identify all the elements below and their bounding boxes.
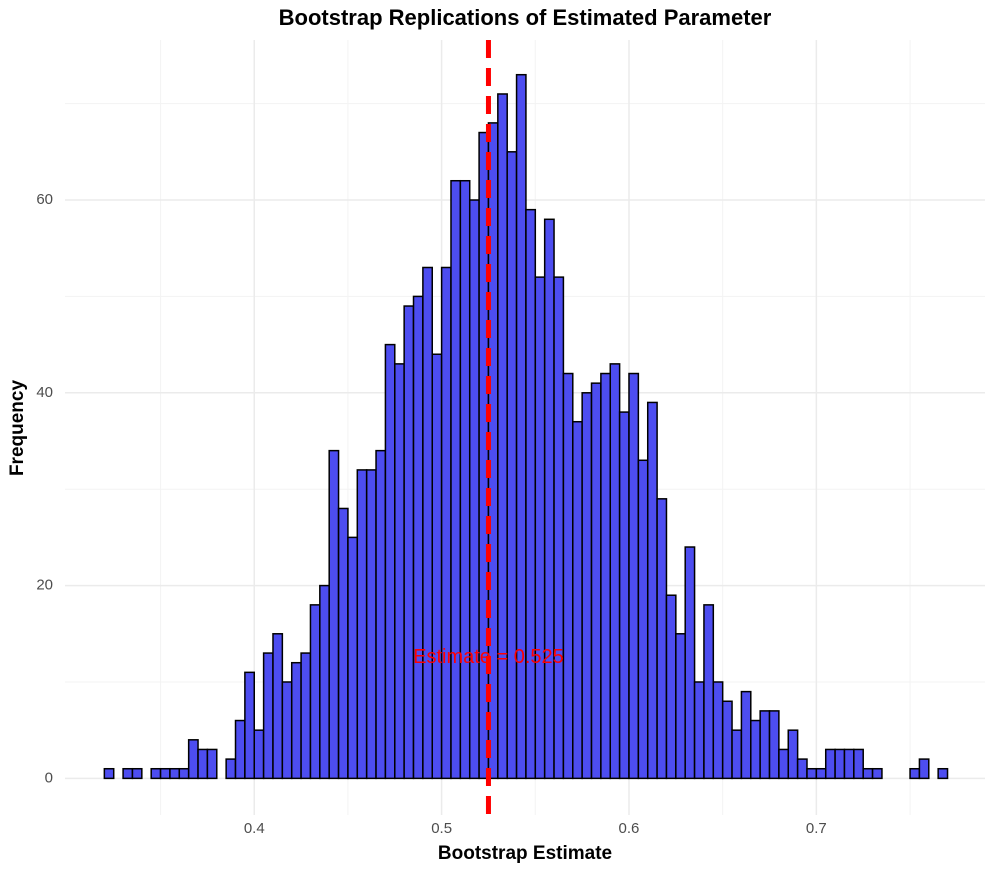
- bar: [178, 767, 190, 780]
- bar: [609, 363, 621, 780]
- bar: [721, 700, 733, 780]
- bar: [796, 758, 808, 780]
- bar: [787, 729, 799, 780]
- bar: [375, 449, 387, 780]
- bar: [459, 179, 471, 780]
- bar: [422, 266, 434, 780]
- bar: [918, 758, 930, 780]
- bar: [319, 584, 330, 780]
- bar: [450, 179, 462, 780]
- y-axis-title: Frequency: [7, 380, 28, 477]
- bar: [103, 767, 115, 780]
- x-tick-label: 0.7: [806, 820, 827, 837]
- bar: [197, 748, 209, 780]
- bar: [618, 411, 630, 780]
- bar: [843, 748, 855, 780]
- bar: [637, 459, 649, 780]
- bar: [871, 767, 883, 780]
- bar: [431, 353, 443, 780]
- bar: [581, 392, 593, 780]
- x-tick-label: 0.4: [244, 820, 265, 837]
- bar: [328, 449, 340, 780]
- bar: [665, 594, 677, 780]
- bar: [646, 401, 658, 780]
- bar: [131, 767, 143, 780]
- bar: [478, 131, 490, 780]
- bar: [656, 498, 668, 780]
- bar: [468, 199, 480, 780]
- bar: [628, 372, 640, 780]
- bar: [562, 372, 574, 780]
- annotation: Estimate = 0.525: [413, 646, 564, 668]
- bar: [768, 710, 780, 780]
- bar: [590, 382, 602, 780]
- x-tick-label: 0.5: [431, 820, 452, 837]
- bar: [281, 681, 293, 780]
- bar: [506, 151, 518, 780]
- bar: [515, 73, 527, 780]
- bar: [159, 767, 171, 780]
- bar: [290, 661, 302, 780]
- bar: [169, 767, 181, 780]
- bar: [225, 758, 237, 780]
- bar: [525, 208, 537, 780]
- chart-title: Bootstrap Replications of Estimated Para…: [279, 5, 772, 30]
- y-tick-label: 20: [36, 577, 53, 594]
- bar: [740, 690, 752, 780]
- bar: [543, 218, 555, 780]
- x-axis-title: Bootstrap Estimate: [438, 843, 612, 864]
- x-tick-label: 0.6: [619, 820, 640, 837]
- bar: [347, 536, 359, 780]
- bar: [778, 748, 790, 780]
- bar: [394, 363, 405, 780]
- bar: [206, 748, 218, 780]
- bar: [703, 604, 715, 780]
- bar: [675, 633, 686, 780]
- bar: [693, 681, 705, 780]
- bar: [403, 305, 415, 780]
- bar: [572, 420, 583, 780]
- bar: [853, 748, 864, 780]
- bar: [553, 276, 565, 780]
- bar: [440, 266, 452, 780]
- bar: [824, 748, 836, 780]
- bar: [759, 710, 771, 780]
- bar: [862, 767, 874, 780]
- bar: [122, 767, 134, 780]
- bar: [356, 469, 368, 780]
- bar: [384, 343, 396, 780]
- bar: [712, 681, 724, 780]
- bar: [365, 469, 377, 780]
- bar: [806, 767, 818, 780]
- bar: [234, 719, 246, 780]
- bar: [534, 276, 546, 780]
- y-tick-label: 60: [36, 191, 53, 208]
- bar: [937, 767, 949, 780]
- bar: [834, 748, 846, 780]
- bar: [815, 767, 827, 780]
- y-tick-label: 40: [36, 384, 53, 401]
- bar: [909, 767, 921, 780]
- bar: [150, 767, 162, 780]
- bar: [253, 729, 265, 780]
- bar: [272, 633, 284, 780]
- bar: [300, 652, 312, 780]
- y-tick-label: 0: [45, 769, 53, 786]
- bar: [684, 546, 696, 780]
- bar: [497, 93, 508, 780]
- bar: [187, 739, 199, 780]
- bar: [337, 507, 349, 780]
- bar: [412, 295, 424, 780]
- bar: [600, 372, 612, 780]
- bar: [750, 719, 761, 780]
- bar: [262, 652, 274, 780]
- bar: [244, 671, 255, 780]
- bar: [309, 604, 321, 780]
- bar: [731, 729, 743, 780]
